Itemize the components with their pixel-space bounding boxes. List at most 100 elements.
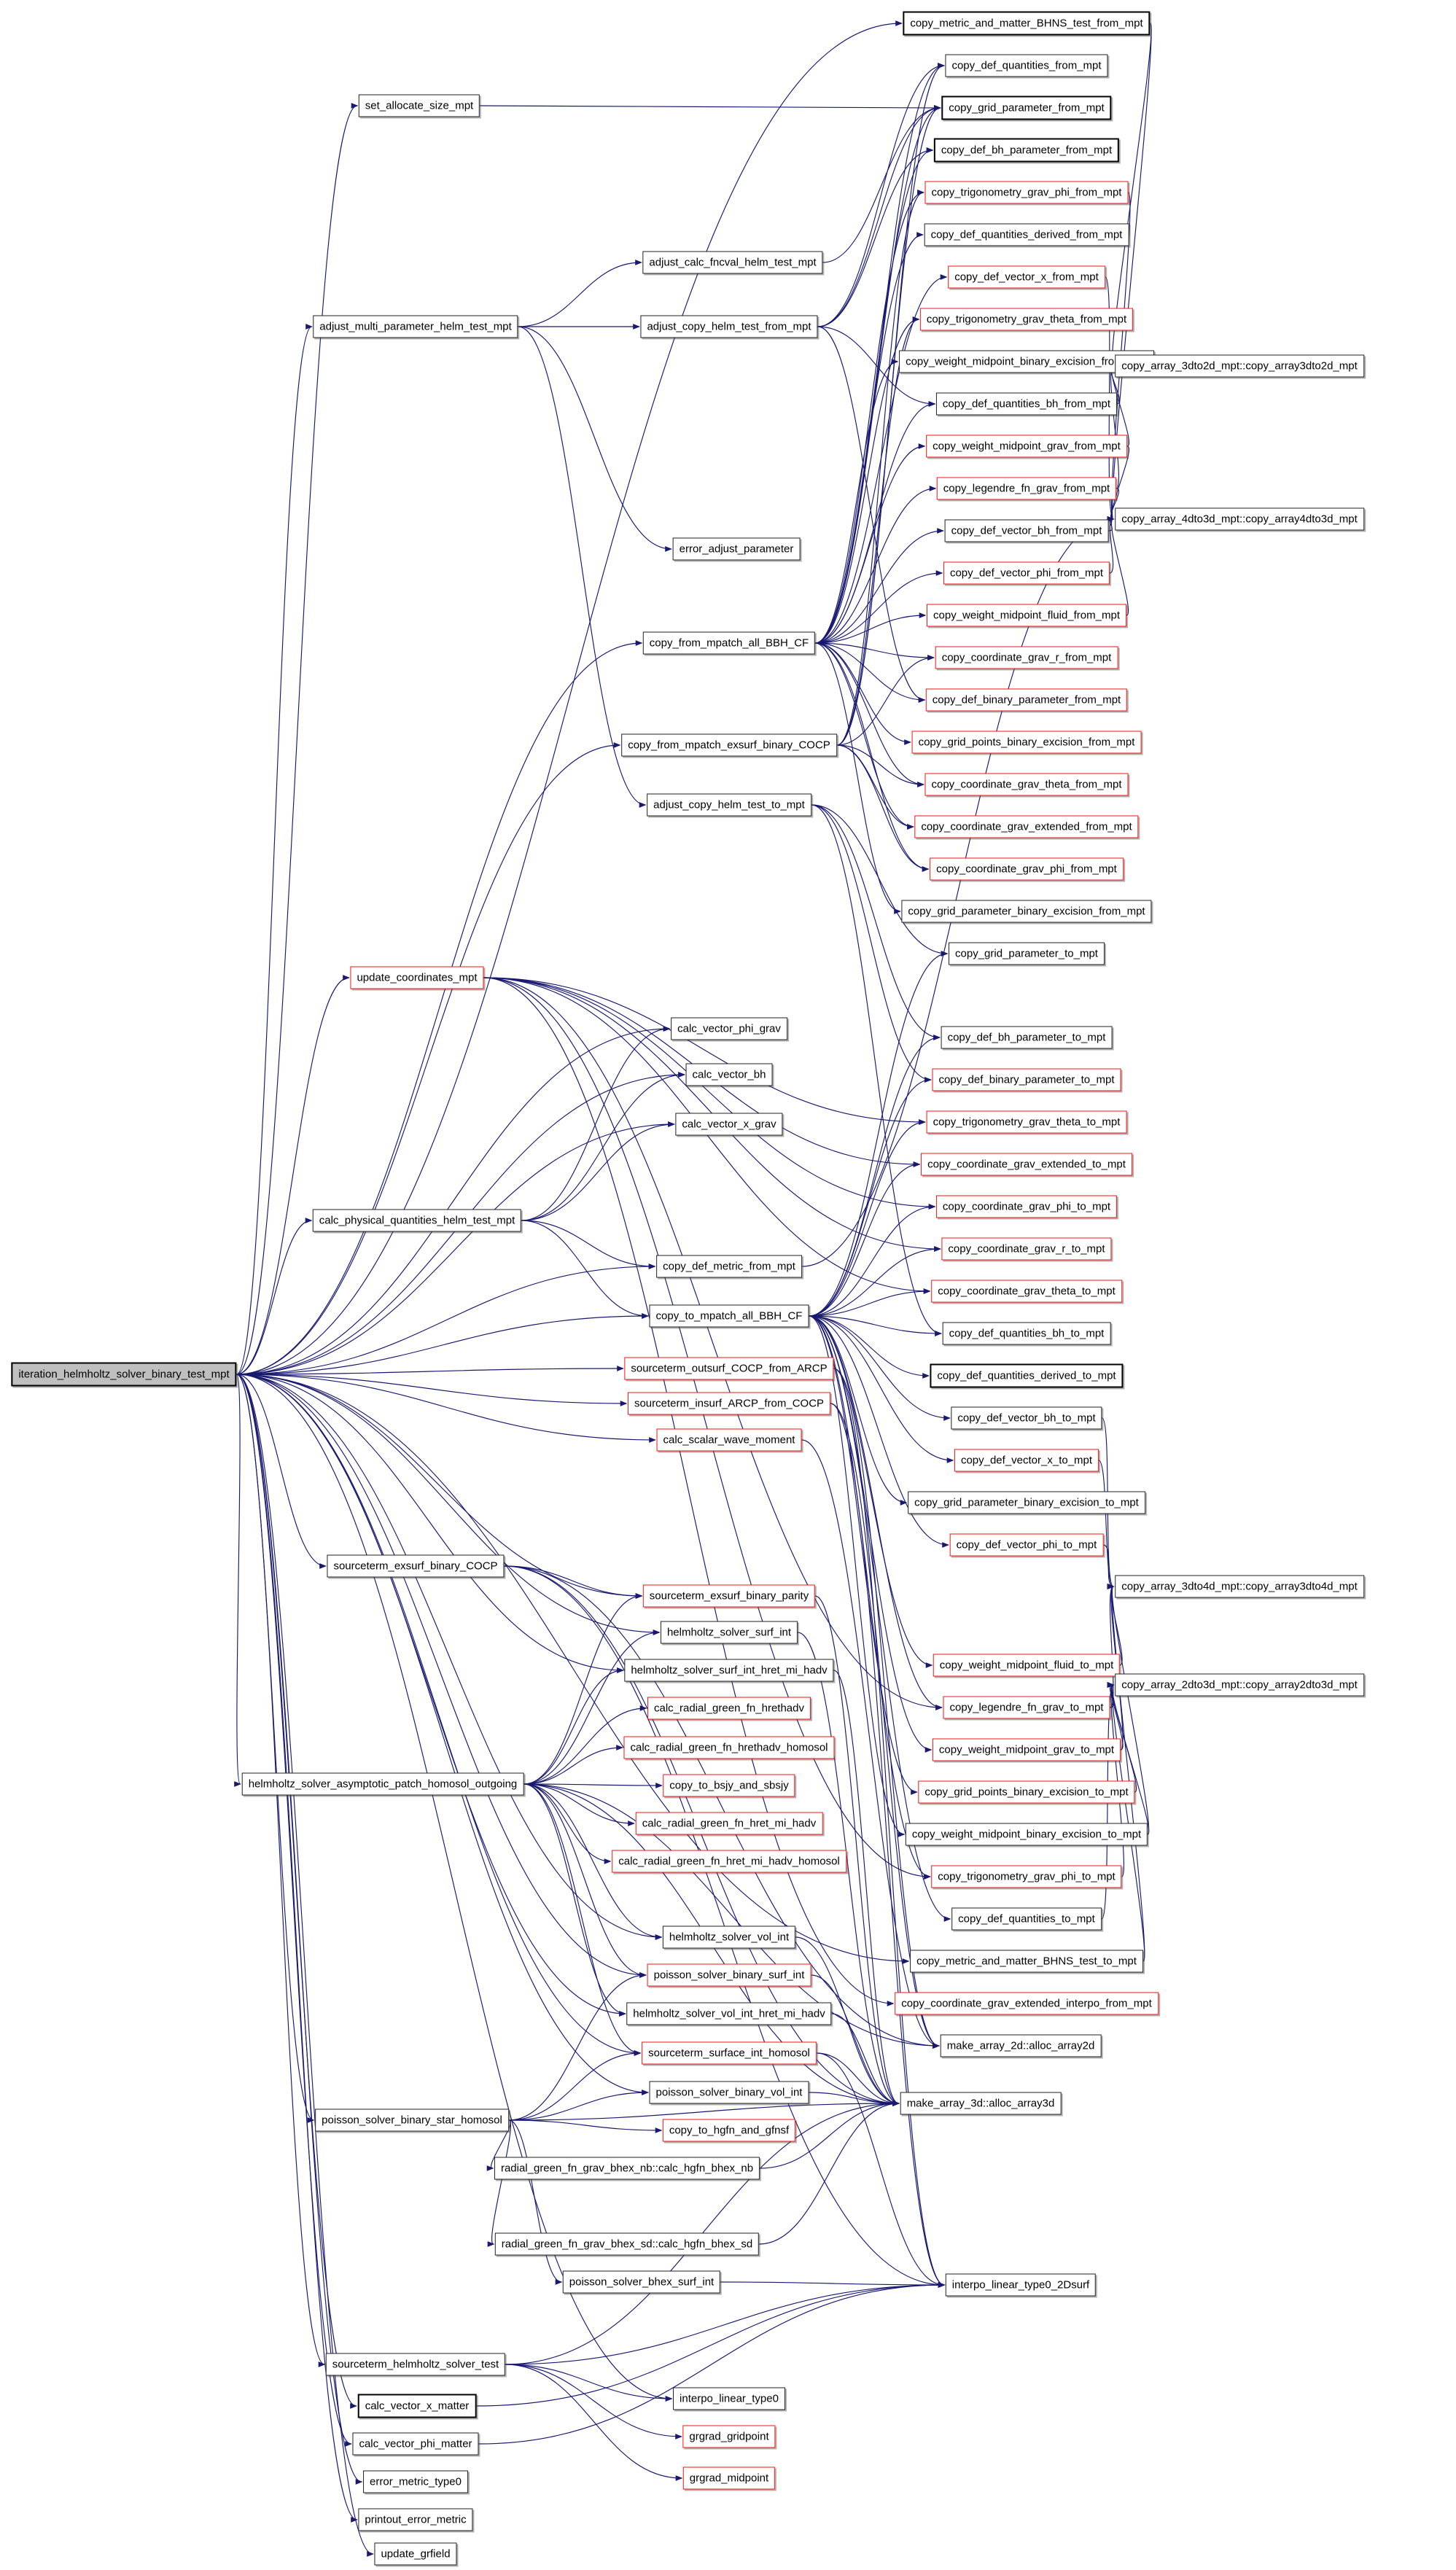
- graph-node-t_wmbe[interactable]: copy_weight_midpoint_binary_excision_to_…: [905, 1823, 1148, 1846]
- graph-node-f_trigphi[interactable]: copy_trigonometry_grav_phi_from_mpt: [924, 181, 1129, 204]
- graph-node-t_vecphi[interactable]: copy_def_vector_phi_to_mpt: [949, 1533, 1104, 1557]
- graph-node-cpq[interactable]: calc_physical_quantities_helm_test_mpt: [312, 1209, 522, 1232]
- graph-node-arr32[interactable]: copy_array_3dto2d_mpt::copy_array3dto2d_…: [1115, 354, 1364, 378]
- graph-node-f_quantbh[interactable]: copy_def_quantities_bh_from_mpt: [935, 392, 1118, 416]
- graph-node-ma3d[interactable]: make_array_3d::alloc_array3d: [900, 2092, 1062, 2115]
- graph-node-hssih[interactable]: helmholtz_solver_surf_int_hret_mi_hadv: [624, 1659, 834, 1682]
- graph-node-f_coorde[interactable]: copy_coordinate_grav_extended_from_mpt: [914, 815, 1139, 838]
- graph-node-f_coordr[interactable]: copy_coordinate_grav_r_from_mpt: [935, 646, 1118, 669]
- graph-node-t_vecx[interactable]: copy_def_vector_x_to_mpt: [954, 1449, 1099, 1472]
- graph-node-hsvi[interactable]: helmholtz_solver_vol_int: [662, 1925, 796, 1949]
- graph-node-f_gridp[interactable]: copy_grid_parameter_from_mpt: [941, 96, 1112, 120]
- graph-node-t_vecbh[interactable]: copy_def_vector_bh_to_mpt: [951, 1406, 1102, 1430]
- graph-node-f_wmf[interactable]: copy_weight_midpoint_fluid_from_mpt: [927, 604, 1126, 627]
- graph-node-sebp[interactable]: sourceterm_exsurf_binary_parity: [642, 1584, 816, 1608]
- graph-node-crgm[interactable]: calc_radial_green_fn_hret_mi_hadv: [635, 1812, 823, 1835]
- graph-node-f_trigth[interactable]: copy_trigonometry_grav_theta_from_mpt: [919, 308, 1134, 331]
- graph-node-t_binp[interactable]: copy_def_binary_parameter_to_mpt: [932, 1068, 1121, 1091]
- graph-node-t_quant[interactable]: copy_def_quantities_to_mpt: [951, 1907, 1102, 1931]
- graph-node-f_quantd[interactable]: copy_def_quantities_derived_from_mpt: [924, 223, 1129, 246]
- graph-node-cvxg[interactable]: calc_vector_x_grav: [675, 1113, 783, 1136]
- graph-node-psxsi[interactable]: poisson_solver_bhex_surf_int: [562, 2270, 721, 2294]
- graph-node-t_trigth[interactable]: copy_trigonometry_grav_theta_to_mpt: [926, 1110, 1127, 1134]
- graph-node-root[interactable]: iteration_helmholtz_solver_binary_test_m…: [11, 1362, 237, 1387]
- graph-node-t_wmg[interactable]: copy_weight_midpoint_grav_to_mpt: [932, 1738, 1121, 1761]
- graph-node-f_vecx[interactable]: copy_def_vector_x_from_mpt: [948, 265, 1105, 289]
- graph-node-f_wmg[interactable]: copy_weight_midpoint_grav_from_mpt: [926, 435, 1127, 458]
- graph-node-crghh[interactable]: calc_radial_green_fn_hrethadv_homosol: [623, 1736, 835, 1759]
- graph-node-ma2d[interactable]: make_array_2d::alloc_array2d: [940, 2034, 1102, 2057]
- graph-node-arr43[interactable]: copy_array_4dto3d_mpt::copy_array4dto3d_…: [1115, 507, 1364, 531]
- graph-node-crgh[interactable]: calc_radial_green_fn_hrethadv: [647, 1697, 811, 1720]
- graph-node-hgnb[interactable]: radial_green_fn_grav_bhex_nb::calc_hgfn_…: [494, 2157, 760, 2180]
- graph-node-cvxm[interactable]: calc_vector_x_matter: [357, 2394, 477, 2418]
- graph-node-acht[interactable]: adjust_copy_helm_test_to_mpt: [647, 793, 811, 817]
- graph-node-cfme[interactable]: copy_from_mpatch_exsurf_binary_COCP: [621, 733, 837, 757]
- graph-node-arr23[interactable]: copy_array_2dto3d_mpt::copy_array2dto3d_…: [1115, 1673, 1364, 1697]
- graph-node-ilt0[interactable]: interpo_linear_type0: [673, 2387, 785, 2410]
- graph-node-t_metric[interactable]: copy_metric_and_matter_BHNS_test_to_mpt: [910, 1950, 1143, 1973]
- graph-node-achf[interactable]: adjust_copy_helm_test_from_mpt: [640, 315, 818, 338]
- graph-node-f_metric[interactable]: copy_metric_and_matter_BHNS_test_from_mp…: [903, 11, 1151, 36]
- graph-node-t_coorde[interactable]: copy_coordinate_grav_extended_to_mpt: [921, 1153, 1132, 1176]
- graph-node-cvpm[interactable]: calc_vector_phi_matter: [352, 2432, 479, 2456]
- graph-node-t_gpbe[interactable]: copy_grid_points_binary_excision_to_mpt: [918, 1780, 1135, 1804]
- graph-node-hsvih[interactable]: helmholtz_solver_vol_int_hret_mi_hadv: [626, 2002, 832, 2025]
- graph-node-t_coordth[interactable]: copy_coordinate_grav_theta_to_mpt: [931, 1280, 1122, 1303]
- graph-node-emt0[interactable]: error_metric_type0: [363, 2470, 468, 2493]
- graph-node-f_gpbex[interactable]: copy_grid_parameter_binary_excision_from…: [901, 900, 1152, 923]
- graph-node-f_coordth[interactable]: copy_coordinate_grav_theta_from_mpt: [924, 773, 1129, 796]
- graph-node-ctbs[interactable]: copy_to_bsjy_and_sbsjy: [663, 1774, 795, 1797]
- graph-node-t_wmf[interactable]: copy_weight_midpoint_fluid_to_mpt: [933, 1654, 1121, 1677]
- graph-node-shst[interactable]: sourceterm_helmholtz_solver_test: [325, 2353, 506, 2376]
- graph-node-cthg[interactable]: copy_to_hgfn_and_gfnsf: [662, 2119, 796, 2142]
- graph-node-t_quantd[interactable]: copy_def_quantities_derived_to_mpt: [930, 1363, 1124, 1388]
- graph-node-ampt[interactable]: adjust_multi_parameter_helm_test_mpt: [313, 315, 518, 338]
- graph-node-cdmf[interactable]: copy_def_metric_from_mpt: [656, 1255, 802, 1278]
- graph-node-ilt2d[interactable]: interpo_linear_type0_2Dsurf: [945, 2273, 1097, 2297]
- graph-node-f_coordei[interactable]: copy_coordinate_grav_extended_interpo_fr…: [895, 1992, 1159, 2015]
- graph-node-psbsi[interactable]: poisson_solver_binary_surf_int: [647, 1963, 811, 1987]
- graph-node-hapho[interactable]: helmholtz_solver_asymptotic_patch_homoso…: [241, 1772, 524, 1796]
- graph-node-psbsh[interactable]: poisson_solver_binary_star_homosol: [315, 2108, 509, 2132]
- graph-node-arr34[interactable]: copy_array_3dto4d_mpt::copy_array3dto4d_…: [1115, 1575, 1364, 1598]
- graph-node-f_coordphi[interactable]: copy_coordinate_grav_phi_from_mpt: [930, 857, 1124, 881]
- graph-node-sas[interactable]: set_allocate_size_mpt: [358, 94, 480, 117]
- graph-node-ucm[interactable]: update_coordinates_mpt: [350, 966, 484, 989]
- graph-node-ctma[interactable]: copy_to_mpatch_all_BBH_CF: [649, 1304, 809, 1328]
- graph-node-f_binp[interactable]: copy_def_binary_parameter_from_mpt: [925, 688, 1128, 712]
- graph-node-t_bhp[interactable]: copy_def_bh_parameter_to_mpt: [941, 1026, 1113, 1049]
- graph-node-psbvi[interactable]: poisson_solver_binary_vol_int: [649, 2081, 809, 2104]
- graph-node-t_coordphi[interactable]: copy_coordinate_grav_phi_to_mpt: [935, 1195, 1118, 1218]
- graph-node-ssih[interactable]: sourceterm_surface_int_homosol: [642, 2041, 817, 2065]
- graph-node-f_bhp[interactable]: copy_def_bh_parameter_from_mpt: [933, 138, 1120, 163]
- graph-node-f_vecphi[interactable]: copy_def_vector_phi_from_mpt: [943, 561, 1110, 585]
- graph-node-ugf[interactable]: update_grfield: [374, 2542, 457, 2566]
- graph-node-f_quant[interactable]: copy_def_quantities_from_mpt: [945, 54, 1108, 77]
- graph-node-f_vecbh[interactable]: copy_def_vector_bh_from_mpt: [944, 519, 1109, 542]
- graph-node-socfa[interactable]: sourceterm_outsurf_COCP_from_ARCP: [624, 1357, 834, 1380]
- graph-node-t_leg[interactable]: copy_legendre_fn_grav_to_mpt: [943, 1696, 1110, 1719]
- graph-node-t_coordr[interactable]: copy_coordinate_grav_r_to_mpt: [941, 1237, 1112, 1261]
- graph-node-cvb[interactable]: calc_vector_bh: [685, 1063, 773, 1086]
- graph-node-f_gpbe[interactable]: copy_grid_points_binary_excision_from_mp…: [911, 731, 1142, 754]
- graph-node-hssi[interactable]: helmholtz_solver_surf_int: [660, 1621, 798, 1644]
- graph-node-t_trigphi[interactable]: copy_trigonometry_grav_phi_to_mpt: [931, 1865, 1122, 1888]
- graph-node-t_gpbex[interactable]: copy_grid_parameter_binary_excision_to_m…: [908, 1491, 1145, 1514]
- graph-node-cvpg[interactable]: calc_vector_phi_grav: [671, 1017, 787, 1040]
- graph-node-f_leg[interactable]: copy_legendre_fn_grav_from_mpt: [936, 477, 1117, 500]
- graph-node-acf[interactable]: adjust_calc_fncval_helm_test_mpt: [642, 251, 823, 274]
- graph-node-siafc[interactable]: sourceterm_insurf_ARCP_from_COCP: [627, 1392, 831, 1415]
- graph-node-cfma[interactable]: copy_from_mpatch_all_BBH_CF: [642, 631, 816, 655]
- graph-node-t_gridp[interactable]: copy_grid_parameter_to_mpt: [949, 942, 1105, 965]
- graph-node-t_quantbh[interactable]: copy_def_quantities_bh_to_mpt: [942, 1322, 1111, 1345]
- graph-node-cswm[interactable]: calc_scalar_wave_moment: [656, 1428, 802, 1452]
- graph-node-ggp[interactable]: grgrad_gridpoint: [682, 2425, 776, 2448]
- graph-node-crgmh[interactable]: calc_radial_green_fn_hret_mi_hadv_homoso…: [612, 1850, 846, 1873]
- graph-node-f_wmbe[interactable]: copy_weight_midpoint_binary_excision_fro…: [899, 350, 1154, 373]
- graph-node-eap[interactable]: error_adjust_parameter: [672, 537, 801, 561]
- graph-node-hgsd[interactable]: radial_green_fn_grav_bhex_sd::calc_hgfn_…: [494, 2232, 760, 2256]
- graph-node-ggm[interactable]: grgrad_midpoint: [682, 2466, 776, 2490]
- graph-node-sec[interactable]: sourceterm_exsurf_binary_COCP: [327, 1554, 505, 1578]
- graph-node-pem[interactable]: printout_error_metric: [358, 2508, 473, 2531]
